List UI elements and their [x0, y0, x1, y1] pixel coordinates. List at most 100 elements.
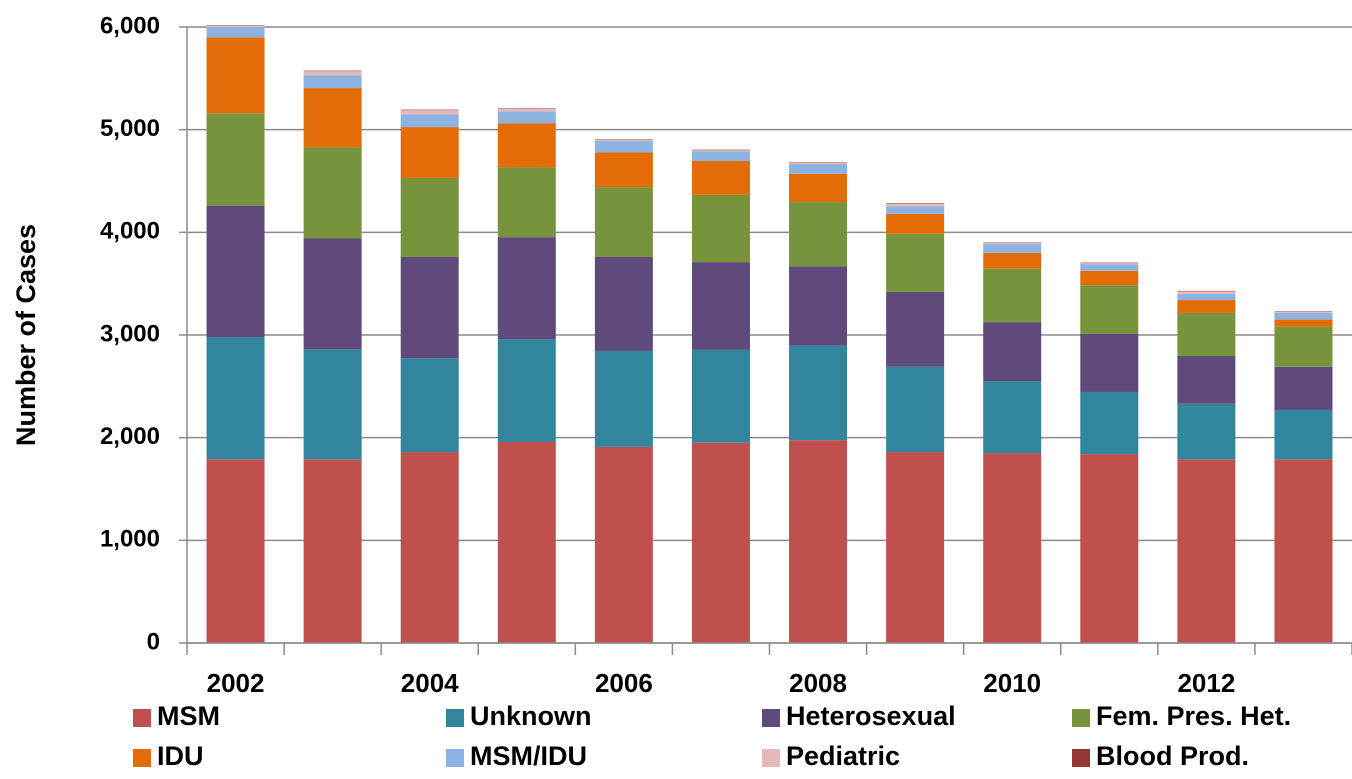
legend-label: Blood Prod.	[1096, 741, 1249, 771]
bar-segment	[886, 366, 945, 453]
bar-segment	[789, 173, 848, 203]
x-tick-label: 2004	[401, 668, 459, 698]
legend-swatch	[762, 749, 780, 767]
bar-segment	[303, 238, 362, 350]
bar-segment	[1080, 285, 1139, 334]
bar-segment	[983, 453, 1042, 643]
bar-segment	[691, 194, 750, 263]
bar-segment	[1080, 333, 1139, 392]
legend-label: IDU	[157, 741, 204, 771]
bar-segment	[497, 167, 556, 238]
bar-segment	[303, 71, 362, 76]
bar-segment	[594, 140, 653, 153]
bar-segment	[983, 381, 1042, 454]
bar-segment	[594, 256, 653, 351]
legend-swatch	[133, 749, 151, 767]
bar-segment	[1274, 326, 1333, 367]
bar-segment	[206, 25, 265, 27]
legend-swatch	[133, 709, 151, 727]
bar-segment	[400, 127, 459, 178]
bar-segment	[691, 151, 750, 161]
bar-segment	[1177, 459, 1236, 643]
bar-segment	[983, 268, 1042, 323]
bar-segment	[400, 114, 459, 128]
legend-swatch	[446, 709, 464, 727]
bar-segment	[886, 233, 945, 292]
bar-segment	[789, 163, 848, 165]
bar-segment	[206, 113, 265, 206]
bar-segment	[1274, 319, 1333, 327]
x-tick-label: 2008	[789, 668, 847, 698]
bar-segment	[1177, 300, 1236, 313]
legend-swatch	[1072, 749, 1090, 767]
bar-segment	[691, 160, 750, 195]
bar-segment	[886, 452, 945, 643]
bar-segment	[303, 75, 362, 89]
bar-segment	[1177, 312, 1236, 357]
y-axis-title: Number of Cases	[11, 224, 41, 446]
bar-segment	[400, 109, 459, 111]
bar-segment	[206, 25, 265, 26]
bar-segment	[497, 111, 556, 124]
bar-segment	[1177, 290, 1236, 292]
bar-segment	[691, 442, 750, 643]
bar-segment	[594, 139, 653, 140]
bar-segment	[886, 213, 945, 234]
y-tick-label: 6,000	[100, 12, 160, 39]
bar-segment	[400, 110, 459, 115]
bar-segment	[691, 150, 750, 152]
bar-segment	[303, 88, 362, 148]
x-tick-label: 2002	[207, 668, 265, 698]
bar-segment	[303, 147, 362, 239]
y-tick-label: 4,000	[100, 218, 160, 245]
bar-segment	[206, 27, 265, 38]
y-tick-label: 5,000	[100, 115, 160, 142]
legend-label: Unknown	[470, 701, 592, 731]
bar-segment	[206, 337, 265, 460]
bar-segment	[303, 349, 362, 460]
legend-label: Fem. Pres. Het.	[1096, 701, 1291, 731]
bar-segment	[1177, 403, 1236, 460]
bar-segment	[400, 177, 459, 257]
legend-swatch	[1072, 709, 1090, 727]
bar-segment	[594, 152, 653, 188]
legend-label: MSM	[157, 701, 220, 731]
bar-segment	[206, 205, 265, 338]
bar-segment	[400, 358, 459, 453]
bar-segment	[691, 262, 750, 350]
bar-segment	[983, 242, 1042, 244]
bar-segment	[1177, 356, 1236, 404]
bar-segment	[983, 322, 1042, 382]
bar-segment	[594, 187, 653, 257]
bar-segment	[789, 164, 848, 174]
bar-segment	[1274, 459, 1333, 643]
bar-segment	[983, 244, 1042, 253]
bar-segment	[400, 256, 459, 359]
bar-segment	[691, 149, 750, 151]
bar-segment	[886, 206, 945, 214]
legend-label: MSM/IDU	[470, 741, 587, 771]
legend-swatch	[446, 749, 464, 767]
bar-segment	[1177, 291, 1236, 294]
bar-segment	[1274, 409, 1333, 460]
y-tick-label: 2,000	[100, 423, 160, 450]
bar-segment	[886, 203, 945, 204]
x-tick-label: 2012	[1177, 668, 1235, 698]
bar-segment	[886, 203, 945, 207]
bar-segment	[691, 349, 750, 443]
bar-segment	[303, 70, 362, 72]
legend-swatch	[762, 709, 780, 727]
bar-segment	[497, 108, 556, 112]
bar-segment	[789, 440, 848, 643]
bar-segment	[789, 345, 848, 441]
bar-segment	[206, 459, 265, 643]
x-tick-label: 2010	[983, 668, 1041, 698]
bar-segment	[497, 123, 556, 168]
bar-segment	[400, 452, 459, 643]
bar-segment	[983, 243, 1042, 245]
bar-segment	[789, 162, 848, 164]
bar-segment	[1080, 263, 1139, 265]
bar-segment	[1274, 311, 1333, 313]
bar-segment	[983, 252, 1042, 269]
bar-segment	[594, 139, 653, 141]
